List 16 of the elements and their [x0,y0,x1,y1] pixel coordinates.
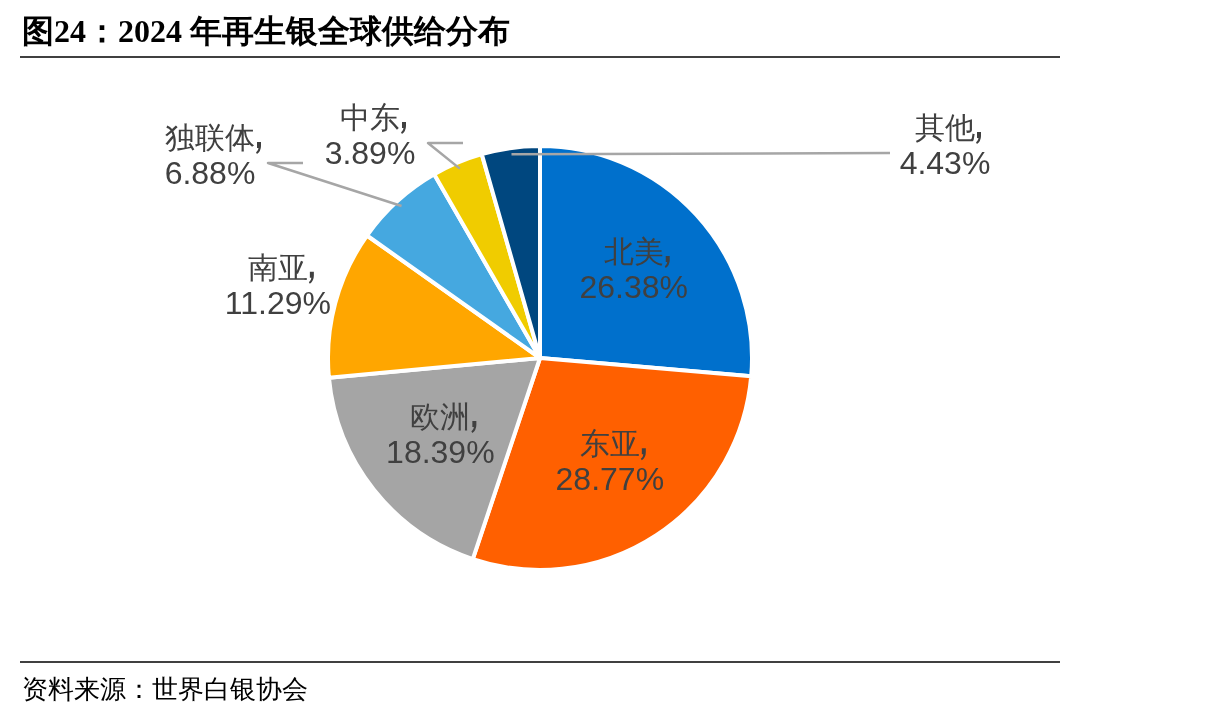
data-label: 28.77% [555,461,665,498]
chart-title: 图24：2024 年再生银全球供给分布 [22,13,510,49]
slice-label: 中东 [340,101,400,134]
data-label: 6.88% [164,155,256,191]
data-label: 26.38% [579,269,688,306]
data-label: 11.29% [224,284,331,321]
slice-label: 北美 [603,235,664,269]
data-label: 18.39% [386,434,495,471]
data-label: 4.43% [899,145,991,181]
data-label: 3.89% [324,135,416,171]
slice-label: 南亚 [247,250,308,284]
text: 资料来源：世界白银协会 [22,675,308,704]
slice-label: 独联体 [165,121,255,154]
slice-label: 欧洲 [410,400,471,434]
slice-label: 其他 [915,111,975,144]
slice-label: 东亚 [579,427,640,461]
